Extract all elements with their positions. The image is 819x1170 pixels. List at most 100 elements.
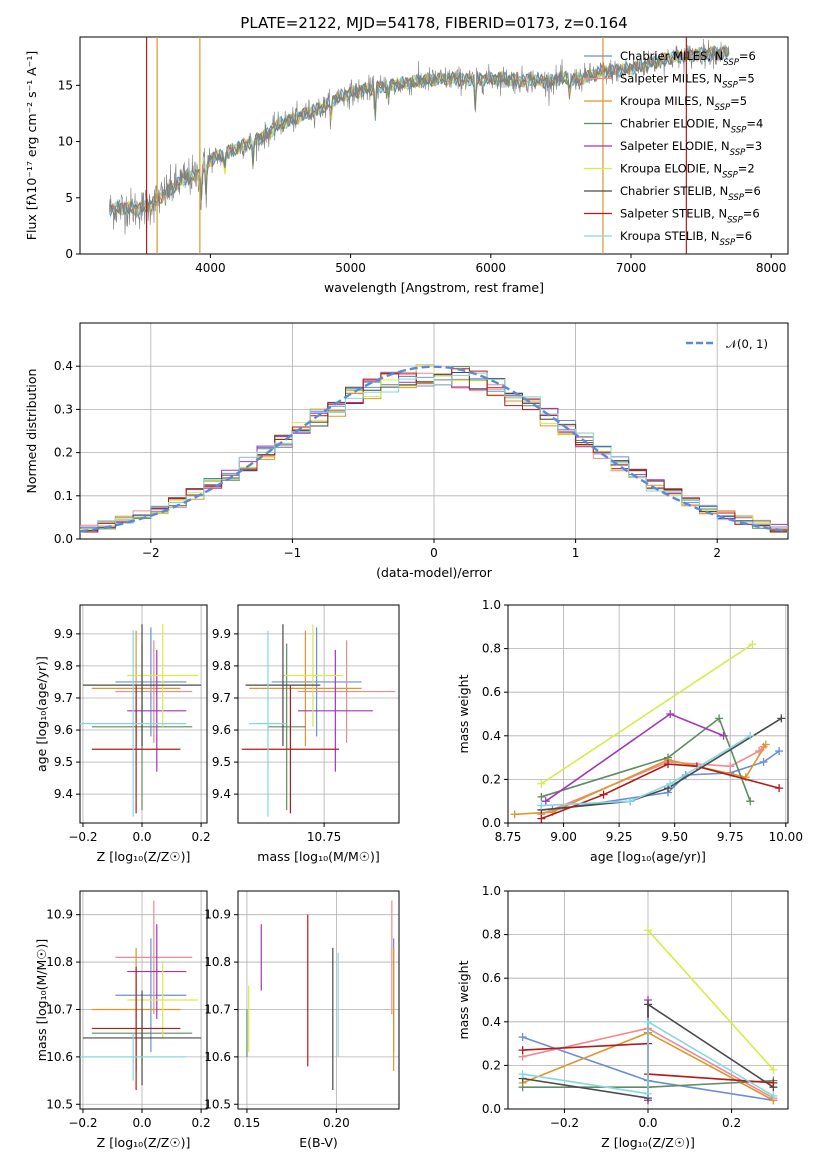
y-tick-label: 9.7 xyxy=(212,691,231,705)
legend-subscript: SSP xyxy=(722,81,738,91)
legend-subscript: SSP xyxy=(727,216,743,226)
y-tick-label: 9.7 xyxy=(54,691,73,705)
legend-text: =6 xyxy=(743,207,760,221)
weight-marker xyxy=(664,760,672,769)
mass_vs_Z-xlabel: Z [log₁₀(Z/Z☉)] xyxy=(97,1135,191,1150)
weight-lines xyxy=(510,640,786,823)
weight-marker xyxy=(769,1078,778,1087)
errorbars xyxy=(246,900,395,1091)
weight-marker xyxy=(537,792,546,801)
legend-item: 𝒩(0, 1) xyxy=(726,337,768,351)
y-tick-label: 0.2 xyxy=(482,1058,501,1072)
mass_vs_ebv-xlabel: E(B-V) xyxy=(299,1135,338,1150)
y-tick-label: 0.4 xyxy=(482,1015,501,1029)
weight-lines xyxy=(518,926,778,1105)
y-tick-label: 9.5 xyxy=(54,755,73,769)
weight_vs_age-frame xyxy=(507,604,789,824)
weight-line-chabrier_elodie xyxy=(541,717,751,802)
mass_vs_Z-panel: −0.2 0.0 0.2 10.5 10.6 10.7 10.8 10.9 Z [log₁₀(Z… xyxy=(34,890,211,1150)
weight_vs_age-xlabel: age [log₁₀(age/yr)] xyxy=(590,849,706,864)
y-tick-label: 1.0 xyxy=(482,598,501,612)
legend-subscript: SSP xyxy=(715,103,731,113)
y-tick-label: 9.6 xyxy=(54,723,73,737)
x-tick-label: 0.20 xyxy=(323,1116,350,1130)
weight-marker xyxy=(777,714,786,723)
age_vs_mass-frame xyxy=(237,604,400,824)
legend-text: Salpeter MILES, N xyxy=(620,72,722,86)
y-tick-label: 1.0 xyxy=(482,884,501,898)
weight-marker xyxy=(769,1091,778,1100)
x-tick-label: −0.2 xyxy=(68,830,97,844)
residuals-panel: −2 −1 0 1 2 0.0 0.1 0.2 0.3 0.4 (data-model)/error… xyxy=(24,322,789,580)
legend-text: =2 xyxy=(738,162,755,176)
y-tick-label: 0.2 xyxy=(54,446,73,460)
errorbars xyxy=(80,624,202,817)
weight-marker xyxy=(715,714,724,723)
weight-marker xyxy=(726,762,735,771)
legend-text: Chabrier MILES, N xyxy=(620,49,723,63)
y-tick-label: 0.0 xyxy=(482,1102,501,1116)
weight-marker xyxy=(541,797,550,806)
weight-line-kroupa_elodie xyxy=(647,929,774,1071)
legend-item: Kroupa MILES, NSSP=5 xyxy=(620,94,747,113)
y-tick-label: 10.8 xyxy=(46,955,73,969)
weight-marker xyxy=(666,710,675,718)
x-tick-label: 0.2 xyxy=(722,1116,741,1130)
y-tick-label: 9.4 xyxy=(54,787,73,801)
legend-text: =5 xyxy=(730,94,747,108)
legend-item: Salpeter ELODIE, NSSP=3 xyxy=(620,139,762,158)
y-tick-label: 0.2 xyxy=(482,772,501,786)
weight-marker xyxy=(518,1046,527,1055)
y-tick-label: 0.4 xyxy=(54,359,73,373)
weight_vs_Z-ylabel: mass weight xyxy=(456,960,471,1039)
y-tick-label: 10 xyxy=(58,135,73,149)
legend-item: Salpeter MILES, NSSP=5 xyxy=(620,72,755,91)
weight_vs_Z-xlabel: Z [log₁₀(Z/Z☉)] xyxy=(601,1135,695,1150)
spectrum-panel: 4000 5000 6000 7000 8000 0 5 10 15 wavelength [An… xyxy=(24,36,789,295)
weight-marker xyxy=(599,790,608,799)
weight-marker xyxy=(537,814,546,823)
spectrum-ylabel: Flux [fλ10⁻¹⁷ erg cm⁻² s⁻¹ A⁻¹] xyxy=(24,51,39,240)
mass_vs_ebv-axes xyxy=(238,891,399,1109)
weight-marker xyxy=(748,640,757,649)
weight-marker xyxy=(644,926,652,935)
x-tick-label: 0.2 xyxy=(192,1116,211,1130)
weight-line-chabrier_stelib xyxy=(541,717,782,811)
weight-marker xyxy=(666,779,675,788)
weight-marker xyxy=(626,797,635,806)
y-tick-label: 10.6 xyxy=(204,1050,231,1064)
legend-text: =3 xyxy=(745,139,762,153)
weight-marker xyxy=(644,1089,652,1098)
legend-item: Kroupa STELIB, NSSP=6 xyxy=(620,229,752,248)
weight-marker xyxy=(518,1070,527,1079)
errorbars xyxy=(80,900,202,1091)
x-tick-label: 9.00 xyxy=(550,830,577,844)
x-tick-label: 0 xyxy=(430,546,438,560)
weight-marker xyxy=(775,784,784,793)
x-tick-label: 9.75 xyxy=(717,830,744,844)
x-tick-label: 0.15 xyxy=(234,1116,261,1130)
legend-text: Kroupa MILES, N xyxy=(620,94,715,108)
y-tick-label: 0.0 xyxy=(54,532,73,546)
y-tick-label: 9.8 xyxy=(212,659,231,673)
x-tick-label: 0.2 xyxy=(192,830,211,844)
weight-marker xyxy=(537,801,546,810)
legend-text: =6 xyxy=(735,229,752,243)
y-tick-label: 9.5 xyxy=(212,755,231,769)
weight-marker xyxy=(775,747,784,756)
x-tick-label: 4000 xyxy=(195,261,226,275)
x-tick-label: 7000 xyxy=(616,261,647,275)
weight-marker xyxy=(761,740,770,749)
weight-marker xyxy=(510,810,519,819)
y-tick-label: 10.6 xyxy=(46,1050,73,1064)
legend-item: Kroupa ELODIE, NSSP=2 xyxy=(620,162,755,181)
legend-subscript: SSP xyxy=(730,148,746,158)
y-tick-label: 0.6 xyxy=(482,971,501,985)
weight-marker xyxy=(759,757,768,766)
weight-marker xyxy=(769,1065,778,1074)
age_vs_mass-panel: 10.75 9.4 9.5 9.6 9.7 9.8 9.9 mass [log₁₀(M/M☉)… xyxy=(212,604,400,864)
y-tick-label: 10.7 xyxy=(46,1002,73,1016)
legend-text: =5 xyxy=(738,72,755,86)
x-tick-label: 10.75 xyxy=(307,830,341,844)
